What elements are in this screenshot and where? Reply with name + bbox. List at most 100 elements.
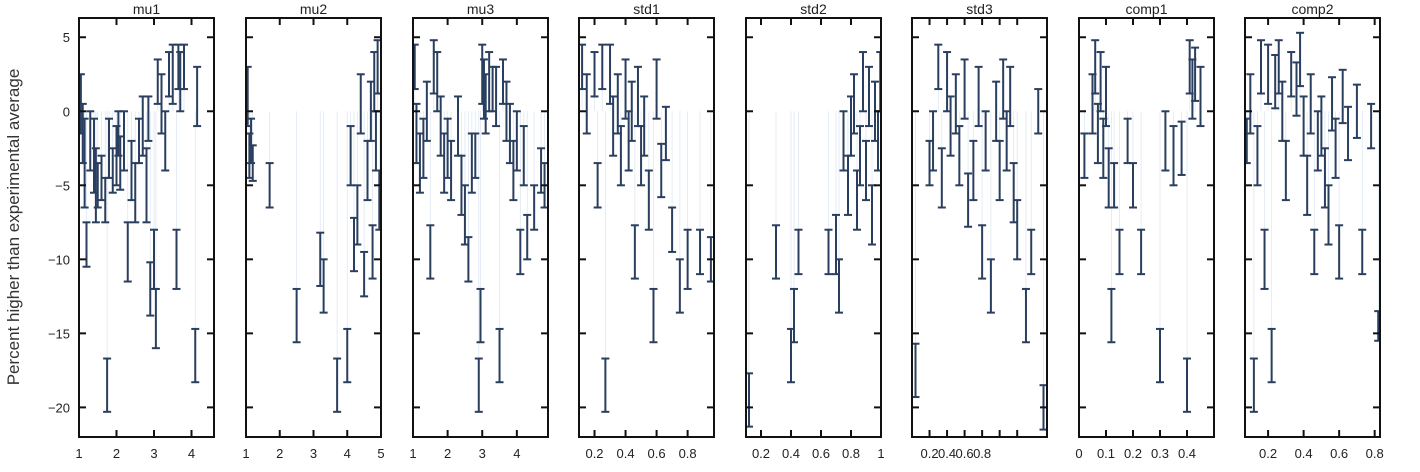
error-bar [1306, 73, 1315, 135]
panel-title: std2 [800, 1, 827, 17]
error-bar [1027, 228, 1036, 276]
error-bar [868, 184, 876, 246]
error-bar [621, 58, 630, 120]
error-bar [606, 43, 615, 105]
panel-comp2: 0.2 0.4 0.6 0.8 comp2 [1244, 1, 1384, 461]
errorbars-std2 [746, 51, 881, 428]
error-bar [999, 58, 1008, 120]
error-bar [1137, 228, 1146, 276]
panel-mu1: 1 2 3 4 mu1 [75, 1, 215, 461]
error-bar [835, 258, 843, 314]
xtick-label: 2 [276, 446, 283, 461]
error-bar [839, 110, 848, 172]
errorbars-std3 [912, 43, 1047, 431]
error-bar [974, 65, 983, 128]
xtick-label: 1 [242, 446, 249, 461]
xtick-label: 0.8 [679, 446, 697, 461]
error-bar [144, 95, 153, 142]
error-bar [193, 65, 202, 128]
error-bar [1249, 357, 1258, 413]
error-bar [590, 51, 599, 98]
xtick-label: 5 [377, 446, 384, 461]
error-bar [153, 58, 162, 105]
error-bar [856, 125, 864, 187]
xtick-label: 0.4 [782, 446, 800, 461]
ytick-label: −20 [48, 400, 70, 415]
error-bar [1034, 88, 1043, 135]
error-bar [161, 110, 170, 172]
xtick-label: 1 [877, 446, 884, 461]
error-bar [1123, 117, 1132, 165]
error-bar [1331, 117, 1340, 179]
error-bar [946, 95, 955, 157]
error-bar [790, 287, 798, 344]
panel-title: comp2 [1291, 1, 1333, 17]
xtick-label: 1 [409, 446, 416, 461]
error-bar [865, 65, 873, 128]
error-bar [246, 65, 252, 128]
xtick-label: 4 [188, 446, 195, 461]
xtick-label: 0.2 [1124, 446, 1142, 461]
error-bar [661, 105, 670, 162]
error-bar [375, 169, 381, 231]
xtick-label: 0.1 [1097, 446, 1115, 461]
error-bar [1281, 139, 1290, 202]
error-bar [1080, 132, 1089, 179]
xtick-label: 0.4 [938, 446, 956, 461]
error-bar [471, 132, 480, 179]
error-bar [86, 110, 95, 172]
error-bar [964, 172, 973, 228]
error-bar [630, 224, 639, 280]
ytick-label: −5 [55, 178, 70, 193]
error-bar [794, 228, 803, 276]
error-bar [512, 110, 521, 172]
error-bar [960, 58, 969, 120]
xtick-label: 0.6 [1330, 446, 1348, 461]
panel-frame [578, 17, 715, 438]
panel-frame [1244, 17, 1381, 438]
error-bar [476, 287, 485, 344]
error-bar [116, 135, 125, 191]
xtick-label: 2 [444, 446, 451, 461]
error-bar [265, 162, 274, 209]
error-bar [995, 139, 1004, 202]
error-bar [1299, 95, 1308, 157]
ytick-label: 5 [63, 30, 70, 45]
xtick-label: 4 [344, 446, 351, 461]
xtick-label: 0.8 [1366, 446, 1384, 461]
error-bar [248, 144, 257, 182]
panel-std2: 0.2 0.4 0.6 0.8 1 std2 [745, 1, 885, 461]
error-bar [1183, 357, 1191, 413]
panel-frame [1078, 17, 1215, 438]
error-bar [850, 73, 858, 135]
error-bar [1115, 228, 1124, 276]
error-bar [969, 139, 978, 202]
xtick-label: 3 [150, 446, 157, 461]
error-bar [127, 139, 136, 202]
panel-frame [78, 17, 215, 438]
xtick-label: 2 [113, 446, 120, 461]
error-bar [1344, 105, 1353, 162]
xtick-label: 0 [1075, 446, 1082, 461]
error-bar [859, 51, 867, 113]
error-bar [151, 287, 160, 350]
panel-title: std1 [633, 1, 660, 17]
xtick-label: 0.2 [585, 446, 603, 461]
error-bar [1260, 228, 1269, 290]
panel-frame [745, 17, 882, 438]
error-bar [609, 95, 618, 157]
error-bar [978, 224, 987, 280]
xtick-label: 3 [310, 446, 317, 461]
xtick-label: 0.2 [752, 446, 770, 461]
error-bar [1296, 31, 1305, 88]
errorbars-mu2 [246, 39, 381, 413]
error-bar [1021, 287, 1030, 344]
y-axis-label: Percent higher than experimental average [4, 69, 23, 386]
errorbars-std1 [579, 43, 714, 413]
error-bar [668, 206, 677, 253]
error-bar [981, 110, 990, 172]
error-bar [191, 327, 200, 384]
error-bar [1374, 310, 1380, 342]
error-bar [413, 43, 419, 91]
error-bar [474, 357, 483, 413]
